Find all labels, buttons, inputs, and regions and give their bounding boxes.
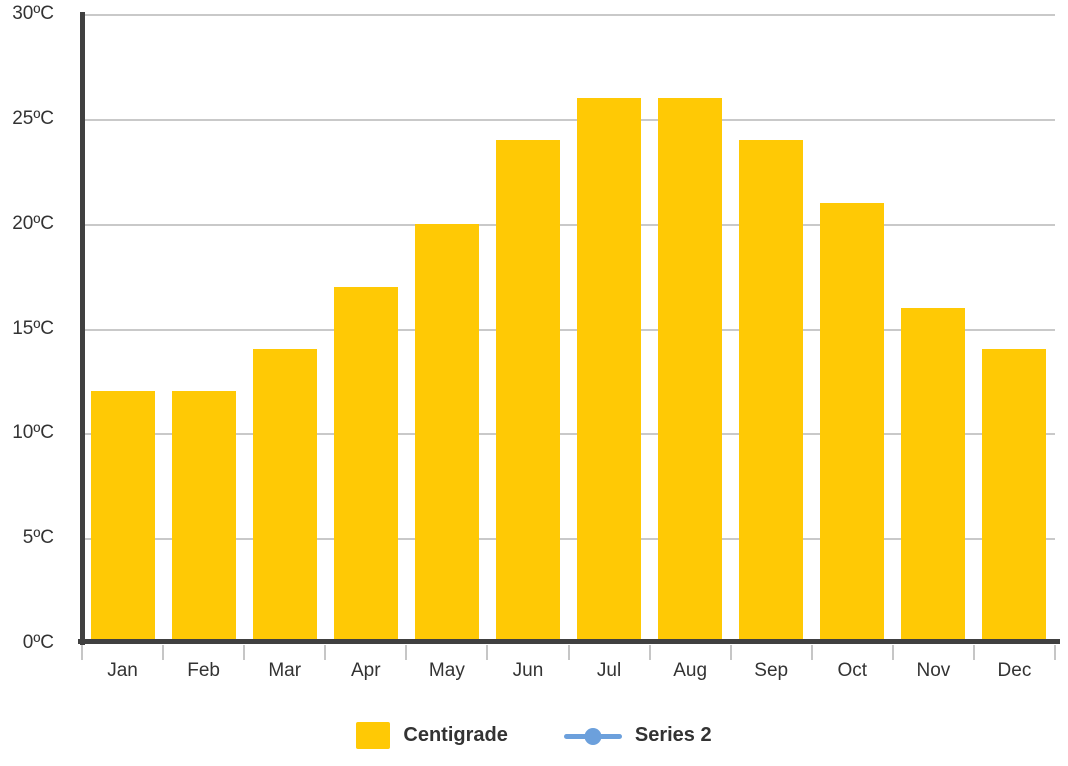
y-axis-label-20: 20ºC xyxy=(12,212,54,234)
gridline-30 xyxy=(82,14,1055,16)
y-axis-label-15: 15ºC xyxy=(12,317,54,339)
legend-item-series2[interactable]: Series 2 xyxy=(563,724,712,747)
bar-may[interactable] xyxy=(414,223,479,643)
legend-item-centigrade[interactable]: Centigrade xyxy=(356,722,508,749)
bar-dec[interactable] xyxy=(982,349,1047,643)
x-axis-label-jul: Jul xyxy=(596,660,622,681)
x-axis-label-may: May xyxy=(428,660,465,681)
x-axis-tick xyxy=(243,645,246,660)
x-axis-label-feb: Feb xyxy=(187,660,220,681)
y-axis-label-5: 5ºC xyxy=(22,527,54,549)
x-axis-line xyxy=(78,639,1060,644)
legend: Centigrade Series 2 xyxy=(0,722,1068,749)
x-axis-tick xyxy=(324,645,327,660)
x-axis-label-oct: Oct xyxy=(837,660,868,681)
bar-nov[interactable] xyxy=(901,307,966,643)
x-axis-label-aug: Aug xyxy=(673,660,708,681)
x-axis-label-dec: Dec xyxy=(997,660,1032,681)
bar-apr[interactable] xyxy=(333,286,398,643)
gridline-15 xyxy=(82,328,1055,331)
x-axis-tick xyxy=(891,645,894,660)
legend-label-centigrade: Centigrade xyxy=(403,724,508,746)
bar-sep[interactable] xyxy=(739,139,804,643)
y-axis-label-30: 30ºC xyxy=(12,3,54,24)
legend-label-series2: Series 2 xyxy=(634,724,712,746)
x-axis-tick xyxy=(729,645,732,660)
y-axis-label-25: 25ºC xyxy=(12,107,54,129)
gridline-10 xyxy=(82,433,1055,436)
centigrade-swatch-icon xyxy=(356,722,391,749)
x-axis-label-sep: Sep xyxy=(754,660,789,681)
gridline-5 xyxy=(82,538,1055,541)
x-axis-tick xyxy=(405,645,408,660)
gridline-20 xyxy=(82,223,1055,226)
bar-jan[interactable] xyxy=(90,391,155,643)
x-axis-tick xyxy=(972,645,975,660)
x-axis-label-jan: Jan xyxy=(107,660,138,681)
x-axis-label-jun: Jun xyxy=(512,660,544,681)
x-axis-tick xyxy=(486,645,489,660)
x-axis-label-apr: Apr xyxy=(350,660,381,681)
x-axis-label-nov: Nov xyxy=(916,660,951,681)
bar-feb[interactable] xyxy=(171,391,236,643)
y-axis-label-0: 0ºC xyxy=(22,632,54,653)
bar-oct[interactable] xyxy=(820,202,885,643)
x-axis-tick xyxy=(648,645,651,660)
bar-jun[interactable] xyxy=(495,139,560,643)
bar-jul[interactable] xyxy=(577,97,642,643)
plot-area xyxy=(82,14,1055,643)
series2-line-dot-icon xyxy=(563,727,622,745)
x-axis-tick xyxy=(81,645,83,660)
x-axis-tick xyxy=(567,645,570,660)
bar-mar[interactable] xyxy=(252,349,317,643)
x-axis-label-mar: Mar xyxy=(268,660,302,681)
x-axis-tick xyxy=(162,645,165,660)
x-axis-tick xyxy=(1054,645,1056,660)
gridline-25 xyxy=(82,118,1055,121)
y-axis-label-10: 10ºC xyxy=(12,422,54,444)
x-axis-tick xyxy=(810,645,813,660)
y-axis-line xyxy=(80,12,85,645)
bar-aug[interactable] xyxy=(658,97,723,643)
